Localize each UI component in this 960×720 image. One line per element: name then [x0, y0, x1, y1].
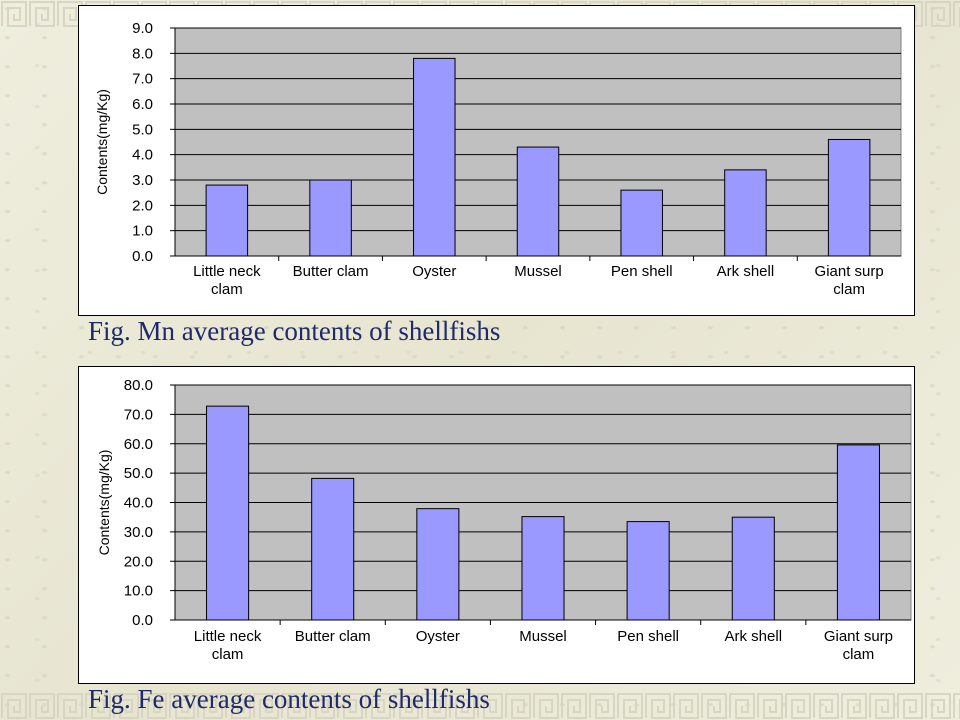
chart-mn-bar — [413, 57, 456, 257]
chart-fe-x-tick-label: Oyster — [416, 628, 460, 645]
chart-mn-x-tick-label: Oyster — [412, 263, 456, 280]
chart-mn-y-tick-label: 6.0 — [132, 96, 153, 113]
chart-fe-bar — [206, 405, 250, 621]
chart-mn-x-tick-label: Butter clam — [293, 263, 369, 280]
decorative-border-bottom — [0, 692, 960, 720]
chart-mn-y-tick-label: 1.0 — [132, 223, 153, 240]
chart-mn-x-tick-label: Giant surp — [815, 263, 884, 280]
chart-fe-y-tick-label: 30.0 — [124, 524, 153, 541]
chart-fe-y-tick-label: 20.0 — [124, 553, 153, 570]
chart-fe-y-tick-label: 50.0 — [124, 465, 153, 482]
chart-mn-bar — [205, 184, 249, 257]
chart-fe-y-axis-title: Contents(mg/Kg) — [96, 450, 112, 556]
chart-fe-x-tick-label: Mussel — [519, 628, 567, 645]
fe-chart-caption: Fig. Fe average contents of shellfishs — [88, 684, 490, 714]
chart-fe-bar — [731, 516, 775, 621]
chart-mn-y-tick-label: 0.0 — [132, 248, 153, 265]
chart-fe-y-tick-label: 40.0 — [124, 495, 153, 512]
chart-mn-bar — [620, 189, 663, 257]
chart-fe-y-tick-label: 10.0 — [124, 583, 153, 600]
chart-mn-bar — [724, 169, 767, 257]
chart-fe-x-tick-label: Pen shell — [617, 628, 679, 645]
chart-fe-x-tick-label: clam — [843, 646, 875, 663]
chart-fe-x-tick-label: Giant surp — [824, 628, 893, 645]
chart-mn-y-tick-label: 7.0 — [132, 71, 153, 88]
chart-mn-x-tick-label: clam — [211, 281, 243, 298]
chart-mn-y-axis-title: Contents(mg/Kg) — [94, 89, 110, 195]
chart-fe-bar — [416, 508, 460, 621]
fe-chart-svg: 0.0 10.0 20.0 30.0 40.0 50.0 60.0 70.0 80.0 Littl… — [96, 377, 912, 663]
chart-fe-bar — [626, 521, 670, 621]
chart-mn-y-tick-label: 2.0 — [132, 197, 153, 214]
chart-mn-y-tick-label: 5.0 — [132, 121, 153, 138]
chart-mn-bar — [516, 146, 560, 257]
chart-fe-y-tick-label: 0.0 — [132, 612, 153, 629]
fe-chart: 0.0 10.0 20.0 30.0 40.0 50.0 60.0 70.0 80.0 Littl… — [78, 366, 915, 684]
chart-fe-bar — [836, 444, 880, 621]
chart-fe-y-tick-label: 80.0 — [124, 377, 153, 394]
chart-mn-bar — [309, 179, 352, 257]
chart-mn-x-tick-label: Pen shell — [611, 263, 673, 280]
mn-chart-caption: Fig. Mn average contents of shellfishs — [88, 316, 501, 346]
chart-mn-x-tick-label: Mussel — [514, 263, 562, 280]
chart-mn-y-tick-label: 4.0 — [132, 147, 153, 164]
chart-fe-y-tick-label: 70.0 — [124, 406, 153, 423]
chart-mn-y-tick-label: 8.0 — [132, 45, 153, 62]
chart-fe-x-tick-label: Ark shell — [725, 628, 783, 645]
chart-fe-bar — [521, 516, 565, 621]
chart-mn-x-tick-label: Little neck — [193, 263, 261, 280]
mn-chart: 0.0 1.0 2.0 3.0 4.0 5.0 6.0 7.0 8.0 9.0 Little nec… — [78, 5, 915, 316]
chart-mn-y-tick-label: 9.0 — [132, 20, 153, 37]
chart-mn-bar — [827, 138, 871, 257]
mn-chart-svg: 0.0 1.0 2.0 3.0 4.0 5.0 6.0 7.0 8.0 9.0 Little nec… — [94, 20, 902, 298]
chart-mn-y-tick-label: 3.0 — [132, 172, 153, 189]
chart-fe-x-tick-label: clam — [212, 646, 244, 663]
chart-fe-bar — [311, 477, 355, 621]
chart-fe-y-tick-label: 60.0 — [124, 436, 153, 453]
chart-fe-x-tick-label: Little neck — [194, 628, 262, 645]
chart-mn-x-tick-label: Ark shell — [717, 263, 775, 280]
chart-mn-x-tick-label: clam — [833, 281, 865, 298]
chart-fe-x-tick-label: Butter clam — [295, 628, 371, 645]
